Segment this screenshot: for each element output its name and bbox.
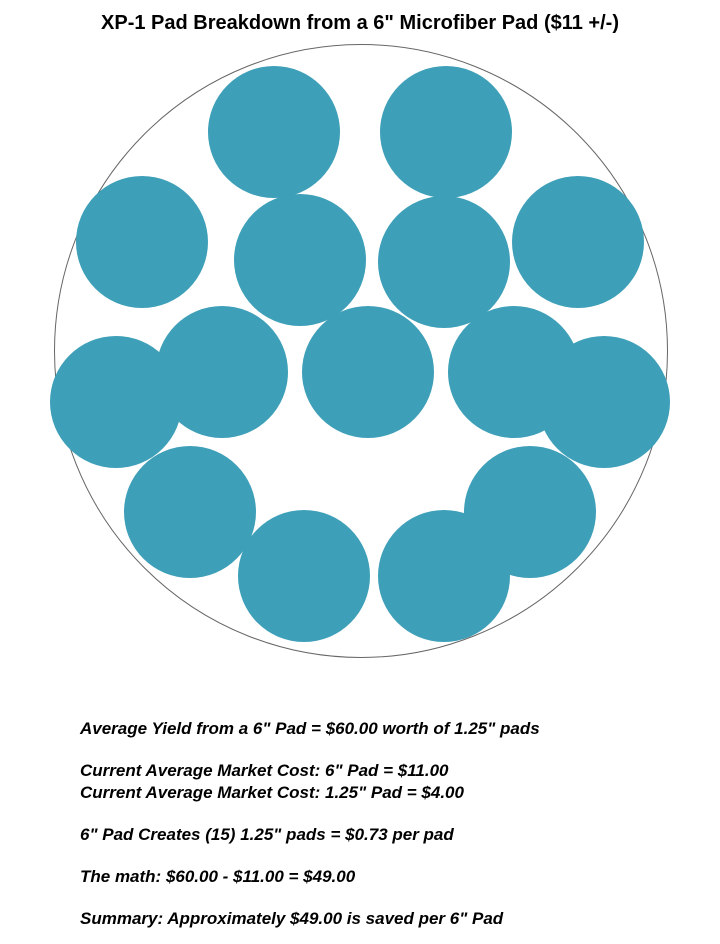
line-summary: Summary: Approximately $49.00 is saved p… [80, 908, 680, 929]
small-pad [234, 194, 366, 326]
line-cost-125in: Current Average Market Cost: 1.25" Pad =… [80, 782, 680, 803]
line-creates: 6" Pad Creates (15) 1.25" pads = $0.73 p… [80, 824, 680, 845]
line-cost-6in: Current Average Market Cost: 6" Pad = $1… [80, 760, 680, 781]
small-pad [378, 196, 510, 328]
line-avg-yield: Average Yield from a 6" Pad = $60.00 wor… [80, 718, 680, 739]
line-math: The math: $60.00 - $11.00 = $49.00 [80, 866, 680, 887]
circle-packing-diagram [50, 40, 670, 660]
small-pad [76, 176, 208, 308]
small-pad [124, 446, 256, 578]
small-pad [302, 306, 434, 438]
small-pad [50, 336, 182, 468]
small-pad [512, 176, 644, 308]
small-pad [538, 336, 670, 468]
small-pad [378, 510, 510, 642]
small-pad [208, 66, 340, 198]
page-title: XP-1 Pad Breakdown from a 6" Microfiber … [0, 12, 720, 35]
small-pad [238, 510, 370, 642]
small-pad [380, 66, 512, 198]
page: XP-1 Pad Breakdown from a 6" Microfiber … [0, 0, 720, 944]
